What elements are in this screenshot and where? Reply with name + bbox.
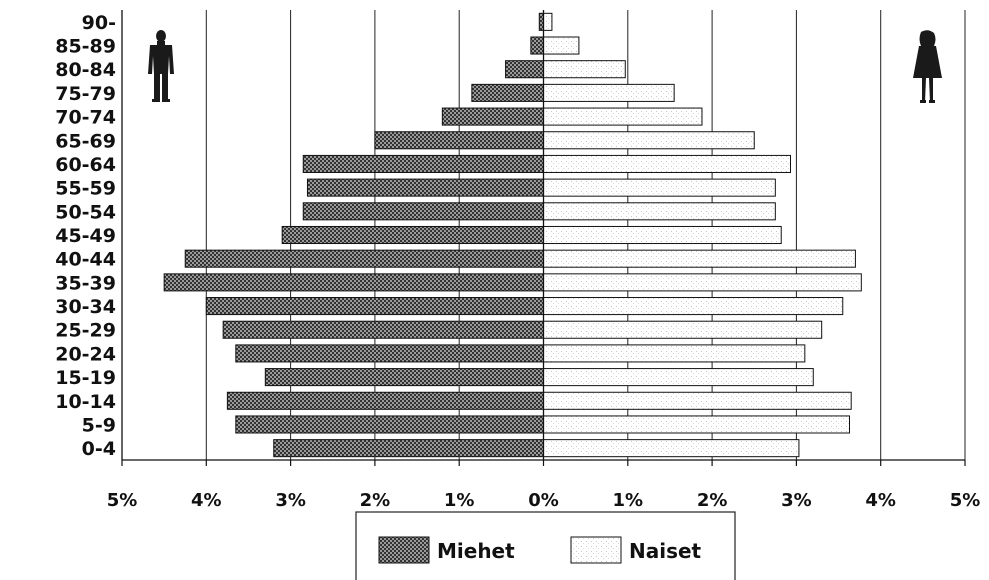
x-tick-label: 2% bbox=[697, 490, 728, 511]
x-tick-label: 3% bbox=[781, 490, 812, 511]
bar-miehet-25-29 bbox=[222, 320, 544, 339]
bar-miehet-75-79 bbox=[471, 83, 544, 102]
bar-miehet-45-49 bbox=[281, 225, 544, 245]
age-axis-labels: 90-85-8980-8475-7970-7465-6960-6455-5950… bbox=[55, 12, 116, 460]
bar-miehet-20-24 bbox=[235, 344, 544, 363]
age-label: 90- bbox=[82, 12, 116, 34]
bar-naiset-0-4 bbox=[543, 439, 800, 458]
bar-miehet-60-64 bbox=[302, 154, 544, 173]
legend-swatch-miehet bbox=[378, 536, 430, 564]
age-label: 35-39 bbox=[55, 272, 116, 294]
bar-naiset-60-64 bbox=[543, 154, 791, 173]
age-label: 20-24 bbox=[55, 343, 116, 365]
bar-naiset-85-89 bbox=[543, 36, 580, 55]
woman-silhouette-icon bbox=[913, 30, 942, 103]
legend-label-miehet: Miehet bbox=[437, 539, 515, 563]
axes bbox=[121, 10, 966, 466]
bar-miehet-40-44 bbox=[184, 249, 544, 268]
bar-miehet-55-59 bbox=[306, 178, 544, 197]
bar-naiset-40-44 bbox=[543, 249, 856, 268]
age-label: 55-59 bbox=[55, 178, 116, 200]
age-label: 5-9 bbox=[82, 414, 116, 436]
x-tick-label: 4% bbox=[191, 490, 222, 511]
bar-naiset-15-19 bbox=[543, 368, 814, 387]
bar-naiset-30-34 bbox=[543, 297, 844, 316]
bar-naiset-45-49 bbox=[543, 225, 782, 245]
age-label: 15-19 bbox=[55, 367, 116, 389]
age-label: 85-89 bbox=[55, 36, 116, 58]
bar-naiset-10-14 bbox=[543, 391, 852, 410]
bar-naiset-25-29 bbox=[543, 320, 823, 339]
bar-miehet-35-39 bbox=[163, 273, 544, 292]
bar-miehet-85-89 bbox=[530, 36, 544, 55]
x-tick-label: 3% bbox=[275, 490, 306, 511]
bar-naiset-80-84 bbox=[543, 60, 626, 79]
legend-label-naiset: Naiset bbox=[629, 539, 702, 563]
age-label: 75-79 bbox=[55, 83, 116, 105]
bar-miehet-5-9 bbox=[235, 415, 544, 434]
bar-naiset-75-79 bbox=[543, 83, 675, 102]
x-axis-tick-labels: 5% 4% 3% 2% 1% 0% 1% 2% 3% 4% 5% bbox=[107, 490, 981, 511]
bar-miehet-70-74 bbox=[441, 107, 544, 126]
x-tick-label: 1% bbox=[613, 490, 644, 511]
male-bars bbox=[163, 12, 545, 458]
age-label: 25-29 bbox=[55, 320, 116, 342]
age-label: 45-49 bbox=[55, 225, 116, 247]
x-tick-label: 5% bbox=[107, 490, 138, 511]
bar-miehet-65-69 bbox=[374, 131, 544, 150]
bar-naiset-20-24 bbox=[543, 344, 806, 363]
female-bars bbox=[543, 12, 862, 458]
age-label: 65-69 bbox=[55, 130, 116, 152]
x-tick-label: 5% bbox=[950, 490, 981, 511]
bar-miehet-15-19 bbox=[264, 368, 544, 387]
bar-naiset-55-59 bbox=[543, 178, 776, 197]
bar-naiset-65-69 bbox=[543, 131, 755, 150]
x-tick-label: 2% bbox=[360, 490, 391, 511]
age-label: 60-64 bbox=[55, 154, 116, 176]
bar-miehet-10-14 bbox=[226, 391, 544, 410]
x-tick-label: 4% bbox=[865, 490, 896, 511]
bar-naiset-50-54 bbox=[543, 202, 776, 221]
bar-naiset-35-39 bbox=[543, 273, 862, 292]
x-tick-label: 1% bbox=[444, 490, 475, 511]
bar-naiset-5-9 bbox=[543, 415, 851, 434]
age-label: 10-14 bbox=[55, 391, 116, 413]
bar-miehet-80-84 bbox=[505, 60, 545, 79]
bar-miehet-50-54 bbox=[302, 202, 544, 221]
age-label: 50-54 bbox=[55, 201, 116, 223]
man-silhouette-icon bbox=[148, 30, 174, 102]
age-label: 0-4 bbox=[82, 438, 116, 460]
bar-naiset-90- bbox=[543, 12, 553, 31]
age-label: 70-74 bbox=[55, 107, 116, 129]
bar-naiset-70-74 bbox=[543, 107, 703, 126]
age-label: 40-44 bbox=[55, 249, 116, 271]
age-label: 80-84 bbox=[55, 59, 116, 81]
age-label: 30-34 bbox=[55, 296, 116, 318]
bar-miehet-0-4 bbox=[273, 439, 544, 458]
legend: Miehet Naiset bbox=[355, 511, 736, 580]
x-tick-label: 0% bbox=[528, 490, 559, 511]
bar-miehet-30-34 bbox=[205, 297, 545, 316]
legend-swatch-naiset bbox=[570, 536, 622, 564]
